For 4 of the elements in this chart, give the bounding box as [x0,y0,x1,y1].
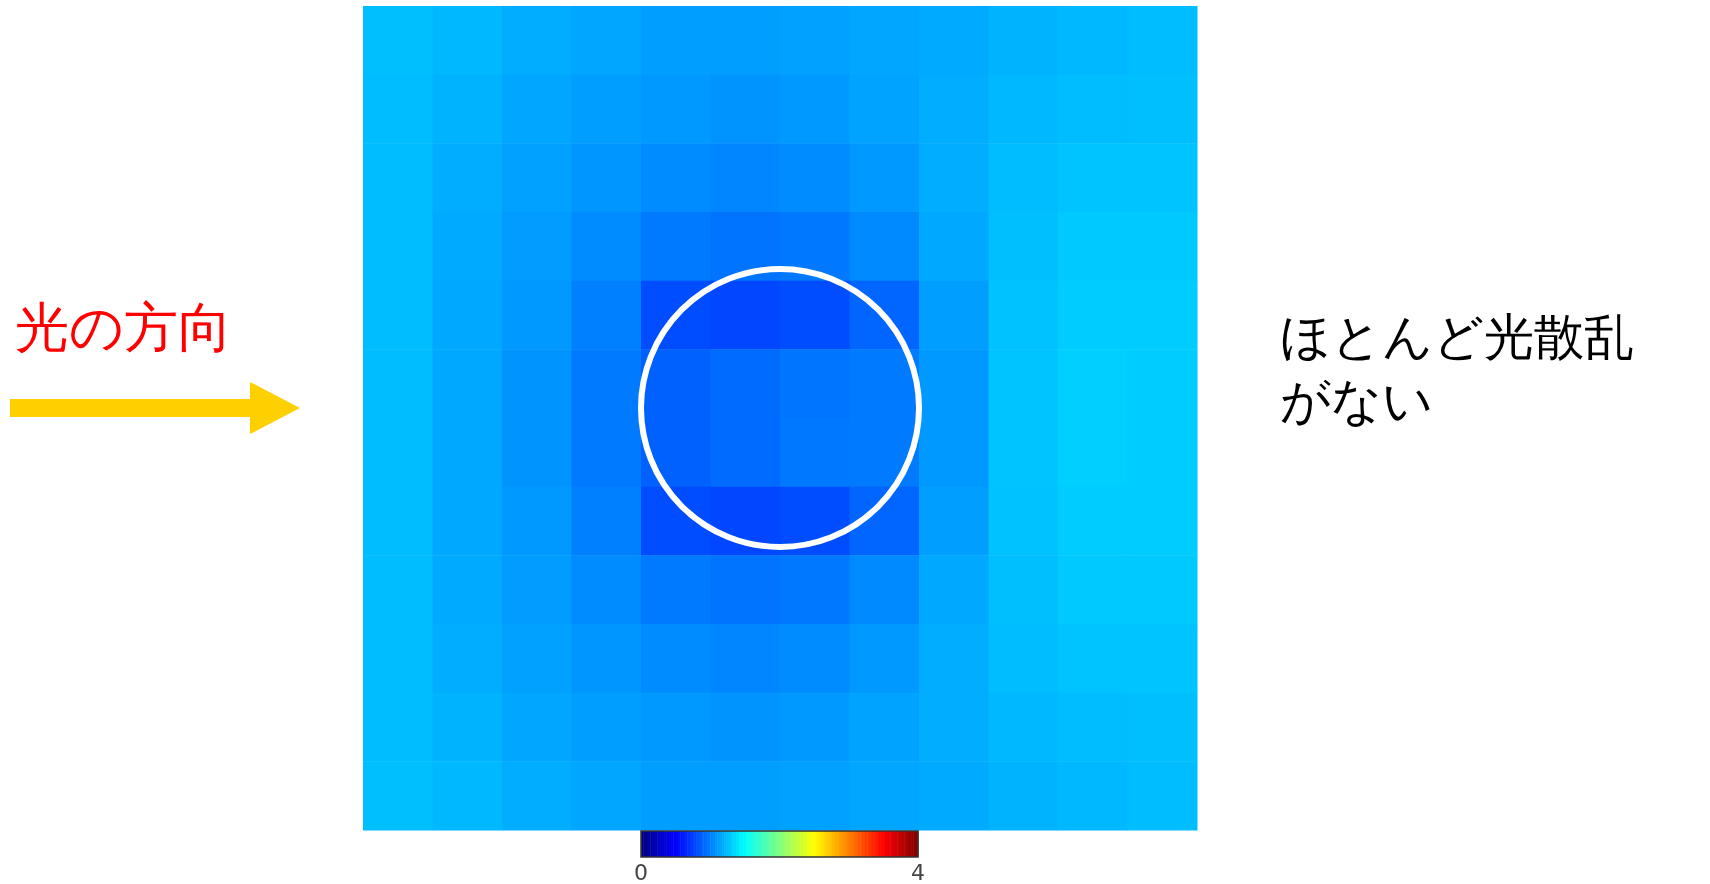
text: 光の方向 [15,295,232,361]
color-bar-label: 4 [911,859,925,884]
text: ほとんど光散乱がない [1280,307,1635,432]
color-bar-label: 0 [634,859,648,884]
